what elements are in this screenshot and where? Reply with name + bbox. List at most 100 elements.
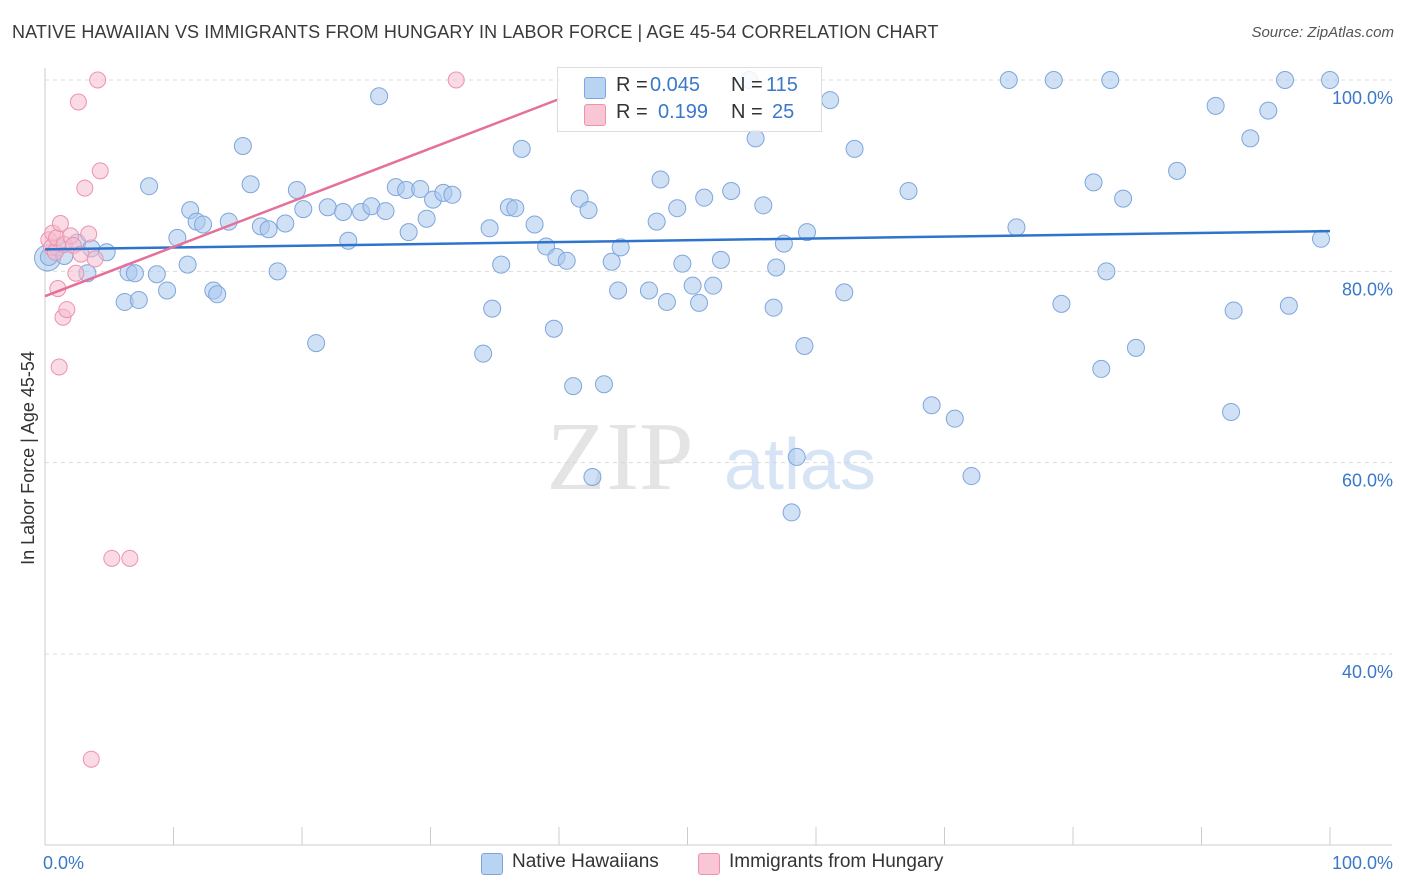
data-point: [318, 198, 337, 217]
data-point: [922, 396, 941, 415]
data-point: [1097, 262, 1116, 281]
x-tick-label: 100.0%: [1332, 853, 1393, 873]
data-point: [782, 503, 801, 522]
data-point: [1206, 96, 1225, 115]
data-point: [1101, 71, 1120, 89]
stats-legend: R = 0.045 N = 115 R = 0.199 N = 25: [557, 67, 822, 132]
source-label: Source: ZipAtlas.com: [1251, 24, 1394, 41]
data-point: [480, 219, 499, 238]
data-point: [512, 139, 531, 158]
data-point: [821, 91, 840, 110]
data-point: [999, 71, 1018, 89]
data-point: [899, 181, 918, 200]
data-point: [695, 188, 714, 207]
series-native-hawaiians: [34, 71, 1339, 522]
data-point: [69, 93, 87, 111]
y-tick-label: 100.0%: [1332, 88, 1393, 108]
r-value-pink: 0.199: [658, 101, 709, 123]
data-point: [103, 549, 121, 567]
data-point: [147, 265, 166, 284]
data-point: [1126, 338, 1145, 357]
data-point: [764, 298, 783, 317]
legend-swatch-pink: [698, 853, 720, 875]
data-point: [447, 71, 465, 89]
watermark-zip: ZIP: [547, 403, 694, 511]
data-point: [178, 255, 197, 274]
y-axis-label: In Labor Force | Age 45-54: [18, 351, 38, 565]
data-point: [158, 281, 177, 300]
data-point: [1168, 161, 1187, 180]
data-point: [259, 220, 278, 239]
x-tick-label: 0.0%: [43, 853, 84, 873]
n-label: N =: [731, 74, 763, 96]
data-point: [1222, 402, 1241, 421]
data-point: [722, 181, 741, 200]
data-point: [1276, 71, 1295, 89]
y-tick-label: 80.0%: [1342, 279, 1393, 299]
data-point: [1224, 301, 1243, 320]
y-tick-label: 60.0%: [1342, 471, 1393, 491]
data-point: [1321, 71, 1339, 89]
stats-legend-row-blue: R = 0.045 N = 115: [558, 74, 821, 100]
data-point: [339, 231, 358, 250]
stats-legend-row-pink: R = 0.199 N = 25: [558, 101, 821, 127]
data-point: [1007, 218, 1026, 237]
legend-swatch-blue: [584, 77, 606, 99]
data-point: [609, 281, 628, 300]
trend-line-pink: [44, 97, 560, 298]
data-point: [1052, 294, 1071, 313]
data-point: [121, 549, 139, 567]
data-point: [557, 251, 576, 270]
data-point: [129, 291, 148, 310]
data-point: [140, 177, 159, 196]
legend-swatch-pink: [584, 104, 606, 126]
n-value-blue: 115: [766, 74, 798, 96]
data-point: [50, 358, 68, 376]
data-point: [835, 283, 854, 302]
legend-label: Immigrants from Hungary: [729, 851, 944, 872]
data-point: [690, 293, 709, 312]
data-point: [51, 215, 69, 232]
data-point: [194, 215, 213, 234]
data-point: [80, 225, 98, 243]
data-point: [1044, 71, 1063, 89]
data-point: [76, 179, 94, 197]
r-label: R =: [616, 74, 648, 96]
data-point: [704, 276, 723, 295]
n-label: N =: [731, 101, 763, 123]
data-point: [91, 162, 109, 180]
data-point: [651, 170, 670, 189]
data-point: [376, 202, 395, 221]
data-point: [443, 185, 462, 204]
data-point: [583, 468, 602, 487]
data-point: [544, 319, 563, 338]
r-label: R =: [616, 101, 648, 123]
data-point: [411, 180, 430, 199]
data-point: [795, 336, 814, 355]
data-point: [579, 201, 598, 220]
data-point: [125, 264, 144, 283]
data-point: [787, 447, 806, 466]
axes: [44, 68, 1392, 846]
data-point: [334, 203, 353, 222]
legend-label: Native Hawaiians: [512, 851, 659, 872]
data-point: [611, 238, 630, 257]
data-point: [82, 750, 100, 768]
data-point: [370, 87, 389, 106]
data-point: [307, 334, 326, 353]
data-point: [268, 262, 287, 281]
data-point: [241, 175, 260, 194]
data-point: [483, 299, 502, 318]
data-point: [233, 137, 252, 156]
data-point: [746, 129, 765, 148]
tick-labels: 40.0% 60.0% 80.0% 100.0% 0.0% 100.0%: [43, 88, 1393, 873]
chart-title: NATIVE HAWAIIAN VS IMMIGRANTS FROM HUNGA…: [12, 22, 939, 42]
watermark: ZIP atlas: [547, 403, 877, 511]
data-point: [767, 258, 786, 277]
data-point: [417, 209, 436, 228]
gridlines: [45, 79, 1392, 655]
data-point: [492, 255, 511, 274]
y-tick-label: 40.0%: [1342, 662, 1393, 682]
data-point: [525, 215, 544, 234]
data-point: [89, 71, 107, 89]
